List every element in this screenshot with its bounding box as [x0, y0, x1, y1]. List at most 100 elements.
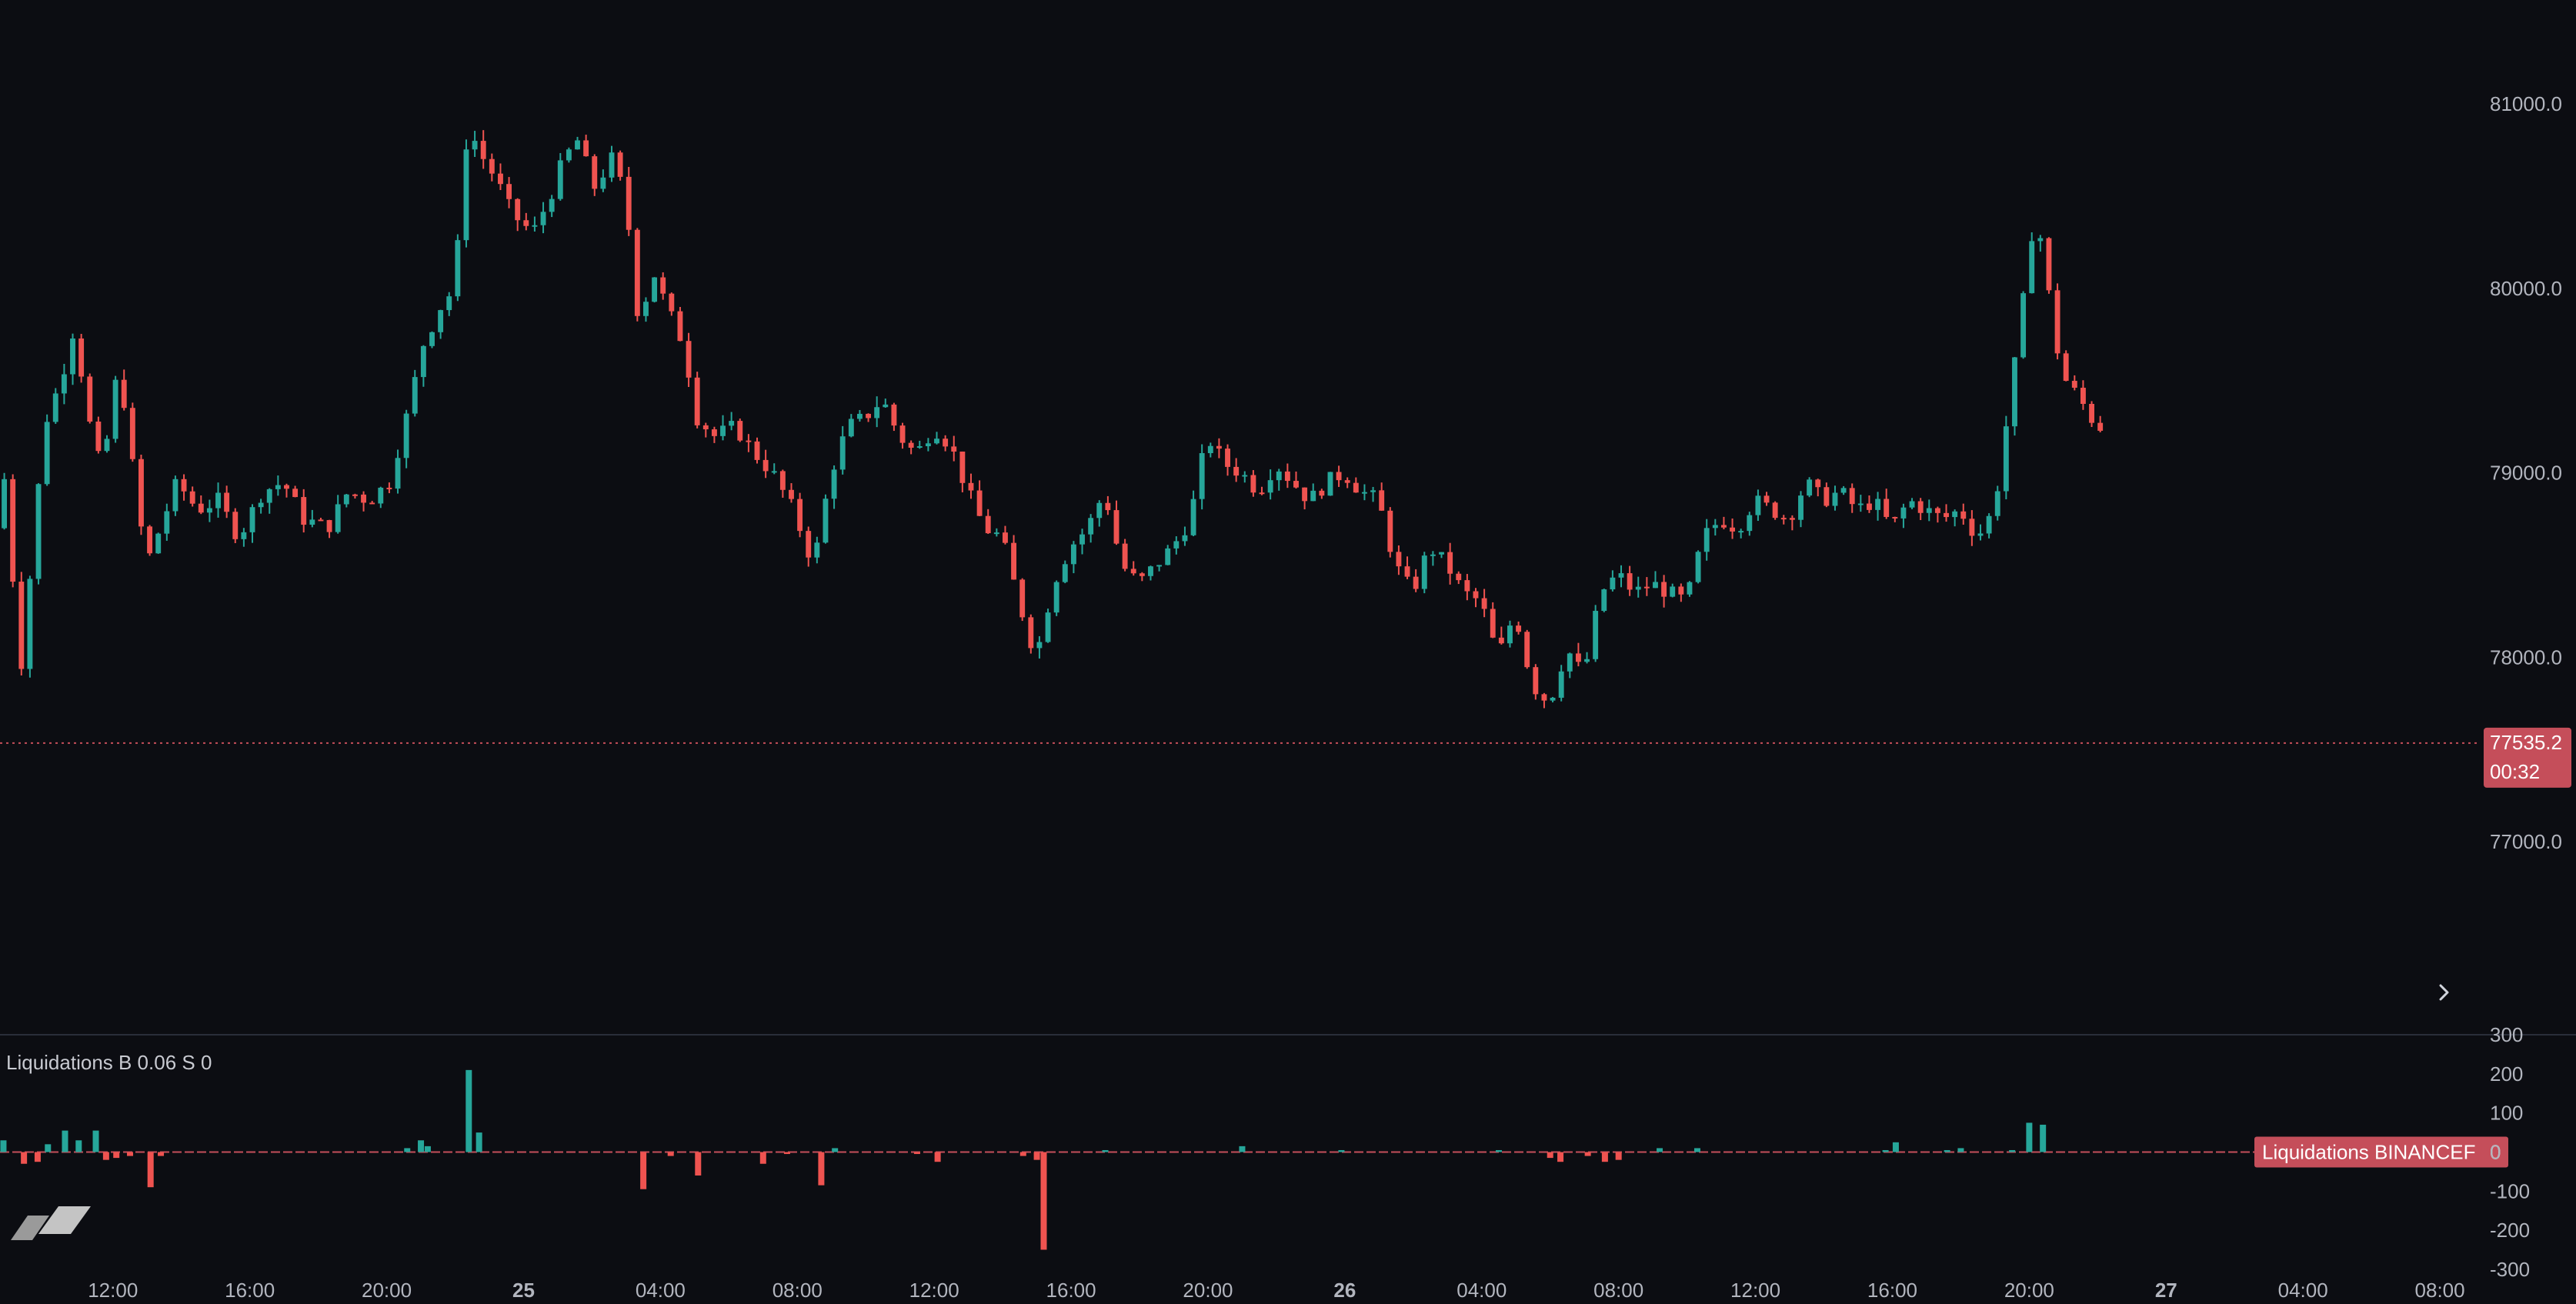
liquidation-tick-label: 300	[2490, 1023, 2523, 1046]
candle-body	[18, 582, 25, 669]
candle-body	[1447, 552, 1453, 574]
time-axis[interactable]: 12:00 16:00 20:00 25 04:00 08:00 12:00 16:00 20:…	[88, 1279, 2464, 1302]
liquidation-bar	[147, 1152, 154, 1188]
price-axis[interactable]: 81000.0 80000.0 79000.0 78000.0 77000.0	[2490, 92, 2562, 853]
candle-body	[1070, 544, 1076, 565]
candle-body	[1036, 642, 1043, 649]
candle-body	[2029, 241, 2035, 294]
candle-body	[1857, 503, 1864, 505]
candle-body	[1079, 534, 1085, 545]
candle-body	[848, 419, 854, 437]
liquidation-axis[interactable]: 300 200 100 0 -100 -200 -300	[2490, 1023, 2530, 1281]
time-tick-label: 12:00	[88, 1279, 138, 1302]
liquidation-tick-label: 200	[2490, 1062, 2523, 1086]
time-tick-label: 20:00	[2004, 1279, 2054, 1302]
candle-body	[403, 413, 409, 459]
candle-body	[326, 520, 332, 532]
candle-body	[575, 140, 580, 150]
price-tick-label: 81000.0	[2490, 92, 2562, 115]
candle-body	[959, 451, 966, 483]
candle-body	[1319, 490, 1325, 496]
liquidation-tick-label: 0	[2490, 1141, 2501, 1164]
time-tick-label: 20:00	[1183, 1279, 1233, 1302]
candle-body	[1712, 525, 1718, 529]
liquidations-indicator-label[interactable]: Liquidations B 0.06 S 0	[6, 1051, 221, 1075]
candle-body	[1310, 490, 1316, 502]
candle-body	[1327, 472, 1333, 496]
tradingview-logo-icon[interactable]	[8, 1192, 92, 1246]
candle-body	[429, 332, 435, 346]
candle-body	[823, 499, 829, 543]
candle-body	[2003, 426, 2009, 492]
candle-body	[2071, 381, 2077, 388]
candle-body	[506, 184, 512, 199]
candle-body	[968, 482, 974, 491]
candle-body	[52, 393, 58, 422]
candle-body	[438, 310, 444, 332]
time-tick-label: 12:00	[1730, 1279, 1780, 1302]
candle-body	[70, 339, 75, 375]
candle-body	[164, 511, 170, 534]
candle-body	[378, 487, 384, 504]
candle-body	[634, 229, 640, 316]
liquidation-bar	[1557, 1152, 1564, 1162]
candle-body	[352, 494, 358, 496]
candle-body	[112, 379, 118, 439]
candle-body	[292, 489, 299, 498]
liquidation-tag-bg	[2254, 1136, 2508, 1168]
candle-body	[549, 198, 555, 212]
candle-body	[1413, 576, 1419, 589]
candle-body	[1575, 653, 1581, 662]
candle-body	[694, 377, 700, 425]
candle-body	[1396, 552, 1402, 567]
candle-body	[1379, 490, 1385, 511]
candle-body	[1430, 554, 1436, 556]
candle-body	[993, 532, 999, 535]
candle-body	[985, 515, 991, 534]
time-tick-label: 16:00	[1867, 1279, 1917, 1302]
candle-body	[1122, 543, 1128, 569]
candle-body	[1284, 471, 1290, 482]
candle-body	[702, 425, 709, 430]
price-tick-label: 77000.0	[2490, 830, 2562, 853]
time-tick-label: 04:00	[2278, 1279, 2328, 1302]
liquidation-bar	[1547, 1152, 1553, 1159]
candle-body	[1892, 516, 1898, 519]
liquidation-bar	[1615, 1152, 1622, 1160]
candle-body	[172, 479, 179, 512]
time-tick-label: 20:00	[362, 1279, 412, 1302]
candle-body	[1789, 518, 1795, 520]
candle-body	[455, 240, 461, 297]
candle-body	[1977, 533, 1984, 536]
candle-body	[275, 485, 281, 489]
liquidation-bar	[695, 1152, 702, 1176]
liquidation-bar	[2026, 1122, 2033, 1152]
liquidation-bar	[2009, 1149, 2016, 1152]
candle-body	[1011, 542, 1017, 580]
liquidation-bar	[404, 1148, 411, 1152]
candle-body	[335, 504, 341, 532]
candle-body	[1755, 495, 1761, 515]
last-price-tag[interactable]: 77535.2 00:32	[2484, 727, 2571, 788]
liquidation-bar	[818, 1152, 825, 1186]
liquidation-value-tag[interactable]: Liquidations BINANCEF 0	[2254, 1136, 2508, 1168]
candle-body	[412, 377, 418, 414]
candle-body	[1053, 582, 1059, 613]
candle-body	[1199, 453, 1205, 499]
liquidation-bar	[640, 1152, 647, 1189]
candle-body	[2046, 238, 2052, 291]
time-tick-label: 26	[1333, 1279, 1356, 1302]
time-tick-label: 08:00	[772, 1279, 823, 1302]
price-tick-label: 79000.0	[2490, 462, 2562, 485]
candle-body	[87, 376, 93, 422]
liquidation-bar	[34, 1152, 41, 1162]
liquidation-bar	[1882, 1149, 1889, 1152]
candle-body	[232, 512, 239, 539]
candle-body	[540, 212, 546, 225]
candle-body	[284, 485, 289, 489]
scroll-to-realtime-button[interactable]	[2425, 974, 2462, 1011]
candle-body	[1456, 573, 1462, 581]
candle-body	[2, 479, 8, 529]
candle-body	[1344, 480, 1350, 483]
